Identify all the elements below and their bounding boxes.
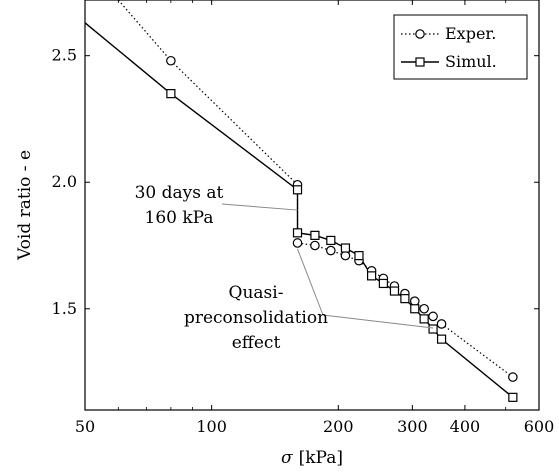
y-axis-title: Void ratio - e xyxy=(15,150,35,261)
data-point-simul xyxy=(508,392,518,402)
data-point-simul xyxy=(326,235,336,246)
data-point-exper xyxy=(310,240,320,251)
annotation-quasi-line-2: preconsolidation xyxy=(184,308,328,328)
annotation-quasi-pointer-right xyxy=(322,314,434,329)
legend-marker-simul xyxy=(415,57,425,67)
data-point-exper xyxy=(428,311,438,322)
x-tick-label: 50 xyxy=(75,417,95,436)
data-point-exper xyxy=(166,55,176,66)
data-point-exper xyxy=(508,372,518,382)
y-tick-label: 2.0 xyxy=(52,172,77,191)
data-point-simul xyxy=(292,185,303,195)
data-point-simul xyxy=(436,334,447,344)
y-tick-label: 2.5 xyxy=(52,46,77,65)
data-point-exper xyxy=(340,250,351,261)
marker-layer xyxy=(166,55,518,402)
data-point-simul xyxy=(389,286,400,296)
data-point-exper xyxy=(409,296,420,306)
annotation-layer xyxy=(221,203,434,329)
data-point-simul xyxy=(292,228,303,238)
axis-layer: 50 100 200 300 400 600 1.5 2.0 2.5 xyxy=(52,0,555,436)
data-point-simul xyxy=(354,251,364,261)
data-point-simul xyxy=(428,324,438,334)
y-tick-label: 1.5 xyxy=(52,299,77,318)
data-point-simul xyxy=(410,304,420,314)
data-point-exper xyxy=(326,245,336,256)
legend-marker-exper xyxy=(415,29,425,39)
annotation-30-days: 30 days at 160 kPa xyxy=(135,183,224,228)
plot-frame xyxy=(84,0,540,411)
data-point-exper xyxy=(436,319,447,329)
x-tick-label: 100 xyxy=(196,417,227,436)
annotation-quasi: Quasi- preconsolidation effect xyxy=(184,283,328,353)
annotation-30-days-line-2: 160 kPa xyxy=(145,208,214,228)
x-tick-label: 300 xyxy=(397,417,428,436)
data-point-simul xyxy=(419,314,429,324)
annotation-quasi-line-3: effect xyxy=(232,333,281,353)
x-tick-label: 400 xyxy=(450,417,481,436)
x-tick-label: 600 xyxy=(524,417,555,436)
x-tick-label: 200 xyxy=(323,417,354,436)
data-point-exper xyxy=(292,238,303,248)
annotation-quasi-line-1: Quasi- xyxy=(229,283,284,303)
legend-box xyxy=(393,14,528,80)
data-point-simul xyxy=(400,294,410,304)
x-axis-unit: [kPa] xyxy=(299,448,343,468)
data-point-simul xyxy=(310,230,320,240)
legend-label-simul: Simul. xyxy=(445,52,497,71)
data-point-simul xyxy=(340,243,351,253)
x-axis-symbol: σ xyxy=(281,448,293,468)
annotation-quasi-pointer-left xyxy=(297,248,324,316)
x-axis-title: σ [kPa] xyxy=(281,448,343,468)
annotation-30-days-line-1: 30 days at xyxy=(135,183,224,203)
annotation-30-days-pointer xyxy=(221,203,298,211)
data-point-simul xyxy=(378,278,388,289)
data-point-exper xyxy=(419,303,429,314)
data-point-simul xyxy=(366,271,377,281)
legend: Exper. Simul. xyxy=(393,14,528,80)
legend-label-exper: Exper. xyxy=(445,24,496,43)
data-point-simul xyxy=(166,89,176,99)
